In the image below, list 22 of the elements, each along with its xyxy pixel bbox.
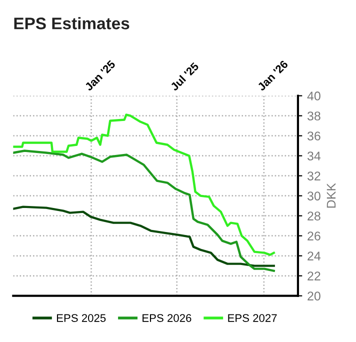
y-axis-title: DKK (326, 183, 336, 208)
y-tick-label: 24 (308, 252, 321, 260)
legend-label: EPS 2027 (228, 314, 277, 322)
line-series (13, 150, 275, 272)
chart-title: EPS Estimates (14, 17, 130, 30)
y-tick-label: 20 (308, 292, 320, 300)
line-series (13, 114, 275, 256)
y-tick-label: 40 (307, 92, 320, 100)
y-tick-label: 32 (307, 172, 320, 180)
y-tick-label: 22 (308, 272, 320, 280)
y-tick-label: 28 (308, 212, 320, 220)
legend-label: EPS 2026 (142, 314, 192, 322)
x-tick-label: Jan '26 (256, 60, 288, 92)
y-tick-label: 30 (307, 192, 320, 200)
y-tick-label: 26 (308, 232, 320, 240)
y-tick-label: 34 (307, 152, 321, 160)
line-series (13, 206, 275, 267)
legend-label: EPS 2025 (56, 314, 106, 322)
y-tick-label: 36 (307, 132, 320, 140)
x-tick-label: Jan '25 (84, 60, 116, 92)
y-tick-label: 38 (307, 112, 320, 120)
x-tick-label: Jul '25 (170, 62, 200, 92)
